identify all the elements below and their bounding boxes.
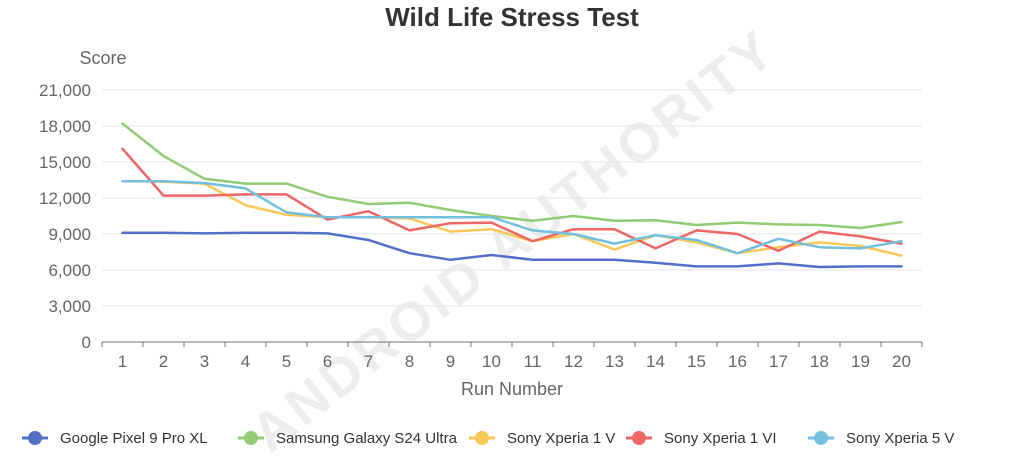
legend-label: Sony Xperia 5 V <box>846 430 954 447</box>
x-tick-label: 1 <box>118 352 127 371</box>
series-line <box>121 122 903 230</box>
x-tick-label: 3 <box>200 352 209 371</box>
series-line <box>121 231 903 269</box>
x-tick-label: 18 <box>810 352 829 371</box>
x-tick-label: 5 <box>282 352 291 371</box>
x-tick-label: 4 <box>241 352 250 371</box>
legend-marker <box>814 431 828 445</box>
x-tick-label: 9 <box>446 352 455 371</box>
x-axis-label: Run Number <box>461 379 563 399</box>
y-tick-label: 3,000 <box>48 297 91 316</box>
y-tick-label: 9,000 <box>48 225 91 244</box>
x-tick-label: 11 <box>524 352 542 371</box>
legend-label: Sony Xperia 1 VI <box>664 430 777 447</box>
x-tick-label: 10 <box>482 352 501 371</box>
y-tick-label: 18,000 <box>39 117 91 136</box>
y-tick-label: 21,000 <box>39 81 91 100</box>
y-tick-label: 6,000 <box>48 261 91 280</box>
legend-label: Google Pixel 9 Pro XL <box>60 430 208 447</box>
legend-marker <box>475 431 489 445</box>
legend-marker <box>28 431 42 445</box>
legend-label: Samsung Galaxy S24 Ultra <box>276 430 458 447</box>
x-tick-label: 8 <box>405 352 414 371</box>
legend-marker <box>244 431 258 445</box>
series-line <box>121 179 903 255</box>
legend: Google Pixel 9 Pro XL Samsung Galaxy S24 … <box>22 430 954 447</box>
x-tick-label: 2 <box>159 352 168 371</box>
x-tick-label: 15 <box>687 352 706 371</box>
x-tick-label: 7 <box>364 352 373 371</box>
x-tick-label: 19 <box>851 352 870 371</box>
x-tick-label: 13 <box>605 352 624 371</box>
legend-marker <box>632 431 646 445</box>
x-axis: 1 2 3 4 5 6 7 8 9 10 11 12 13 14 15 16 17 18 19 20 <box>101 341 923 371</box>
x-tick-label: 14 <box>646 352 665 371</box>
y-tick-label: 0 <box>82 333 91 352</box>
y-axis-ticks: 0 3,000 6,000 9,000 12,000 15,000 18,000 21,000 <box>39 81 91 352</box>
chart-title: Wild Life Stress Test <box>385 2 639 32</box>
x-tick-label: 6 <box>323 352 332 371</box>
legend-label: Sony Xperia 1 V <box>507 430 615 447</box>
y-tick-label: 15,000 <box>39 153 91 172</box>
y-axis-label: Score <box>79 48 126 68</box>
y-tick-label: 12,000 <box>39 189 91 208</box>
x-tick-label: 12 <box>564 352 583 371</box>
x-tick-label: 16 <box>728 352 747 371</box>
x-tick-label: 20 <box>892 352 911 371</box>
series-line <box>121 147 903 253</box>
series-lines <box>121 122 903 269</box>
x-tick-label: 17 <box>769 352 788 371</box>
